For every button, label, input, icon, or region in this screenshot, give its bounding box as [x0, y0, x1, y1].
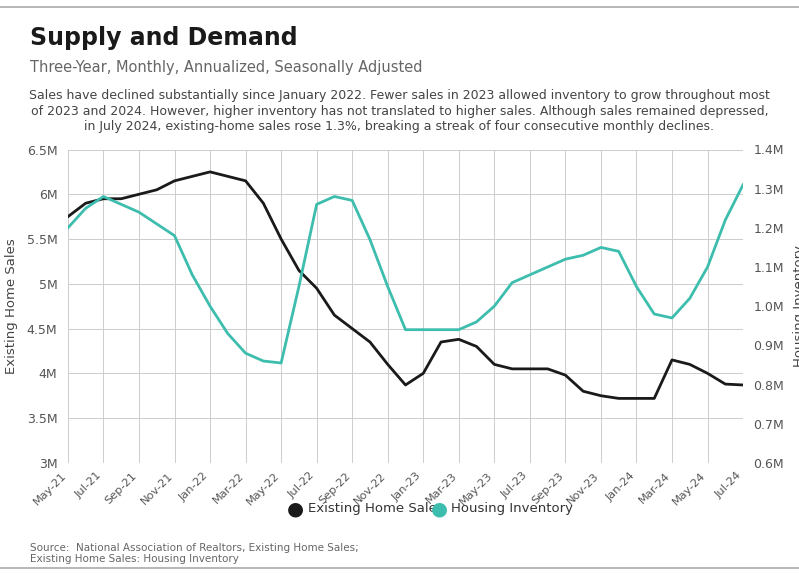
- Text: in July 2024, existing-home sales rose 1.3%, breaking a streak of four consecuti: in July 2024, existing-home sales rose 1…: [85, 120, 714, 133]
- Text: Three-Year, Monthly, Annualized, Seasonally Adjusted: Three-Year, Monthly, Annualized, Seasona…: [30, 60, 423, 75]
- Text: Housing Inventory: Housing Inventory: [451, 503, 574, 515]
- Text: Supply and Demand: Supply and Demand: [30, 26, 298, 50]
- Text: Sales have declined substantially since January 2022. Fewer sales in 2023 allowe: Sales have declined substantially since …: [29, 89, 770, 102]
- Text: of 2023 and 2024. However, higher inventory has not translated to higher sales. : of 2023 and 2024. However, higher invent…: [30, 105, 769, 118]
- Text: ●: ●: [431, 499, 447, 519]
- Text: Existing Home Sales: Existing Home Sales: [308, 503, 443, 515]
- Y-axis label: Housing Inventory: Housing Inventory: [793, 245, 799, 367]
- Text: Source:  National Association of Realtors, Existing Home Sales;: Source: National Association of Realtors…: [30, 543, 359, 553]
- Text: ●: ●: [287, 499, 304, 519]
- Y-axis label: Existing Home Sales: Existing Home Sales: [6, 238, 18, 374]
- Text: Existing Home Sales: Housing Inventory: Existing Home Sales: Housing Inventory: [30, 554, 239, 564]
